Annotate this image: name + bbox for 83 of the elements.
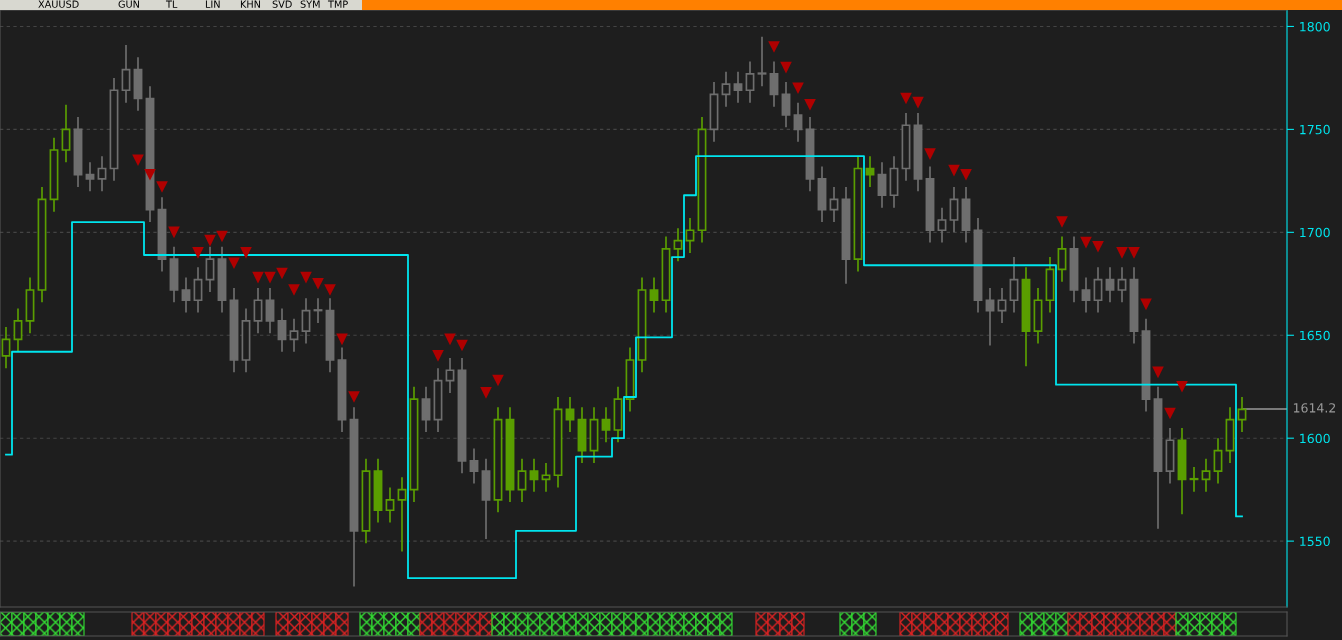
ref-line-label: 1614.2 <box>1293 403 1336 413</box>
point <box>288 284 300 296</box>
candlestick <box>1057 235 1067 283</box>
point <box>324 284 336 296</box>
candlestick <box>121 44 131 104</box>
candlestick <box>949 186 959 234</box>
point <box>1056 216 1068 228</box>
candlestick <box>313 297 323 324</box>
candlestick <box>865 155 875 188</box>
candlestick <box>541 462 551 493</box>
chart-title: XAUUSD <box>38 0 79 8</box>
y-tick-label: 1550 <box>1300 536 1330 547</box>
candlestick <box>721 70 731 108</box>
candlestick <box>1009 256 1019 314</box>
candlestick <box>685 217 695 254</box>
point <box>348 391 360 403</box>
y-tick-label: 1650 <box>1300 330 1330 341</box>
candlestick <box>529 457 539 493</box>
text: SVD <box>272 0 292 8</box>
text: GUN <box>118 0 139 8</box>
point <box>924 148 936 160</box>
candlestick <box>61 103 71 164</box>
text: TL <box>165 0 178 8</box>
candlestick <box>289 317 299 353</box>
candlestick <box>1105 266 1115 304</box>
candlestick <box>733 70 743 104</box>
y-tick-label: 1700 <box>1300 227 1330 238</box>
candlestick <box>1201 457 1211 493</box>
candlestick <box>937 206 947 244</box>
candlestick <box>649 276 659 314</box>
candlestick <box>445 357 455 394</box>
candlestick <box>517 457 527 503</box>
candlestick <box>1081 276 1091 314</box>
candlestick <box>421 385 431 433</box>
candlestick <box>277 307 287 353</box>
candlestick <box>1213 437 1223 485</box>
candlestick <box>673 227 683 262</box>
candlestick <box>745 60 755 104</box>
candlestick <box>829 186 839 223</box>
text: TMP <box>327 0 348 8</box>
candlestick <box>1189 466 1199 493</box>
point <box>480 387 492 399</box>
candlestick <box>985 287 995 347</box>
point <box>432 350 444 362</box>
point <box>228 257 240 270</box>
candlestick <box>1093 266 1103 314</box>
candlestick <box>1117 266 1127 304</box>
candlestick <box>601 406 611 444</box>
candlestick <box>97 155 107 192</box>
text: LIN <box>205 0 220 8</box>
point <box>1116 247 1128 259</box>
point <box>192 247 204 259</box>
point <box>312 277 324 290</box>
point <box>1128 247 1140 259</box>
candlestick <box>793 101 803 143</box>
candlestick <box>85 161 95 192</box>
text: KHN <box>240 0 260 8</box>
candlestick <box>997 287 1007 324</box>
candlestick <box>769 60 779 108</box>
candlestick <box>253 287 263 335</box>
candlestick <box>265 287 275 335</box>
point <box>1176 380 1188 393</box>
candlestick <box>193 266 203 314</box>
point <box>768 41 780 53</box>
candlestick <box>13 307 23 353</box>
candlestick <box>469 447 479 485</box>
y-tick-label: 1600 <box>1300 433 1330 444</box>
candlestick <box>877 161 887 209</box>
y-tick-label: 1750 <box>1300 124 1330 135</box>
candlestick <box>385 486 395 524</box>
text: SYM <box>300 0 320 8</box>
y-tick-label: 1800 <box>1300 21 1330 32</box>
point <box>1092 240 1104 253</box>
point <box>132 154 144 167</box>
candlestick <box>781 81 791 129</box>
point <box>240 247 252 259</box>
candlestick <box>1 326 11 370</box>
candlestick <box>397 476 407 553</box>
point <box>792 82 804 95</box>
point <box>156 181 168 193</box>
candlestick <box>301 297 311 345</box>
candlestick <box>181 276 191 314</box>
candlestick <box>757 35 767 88</box>
